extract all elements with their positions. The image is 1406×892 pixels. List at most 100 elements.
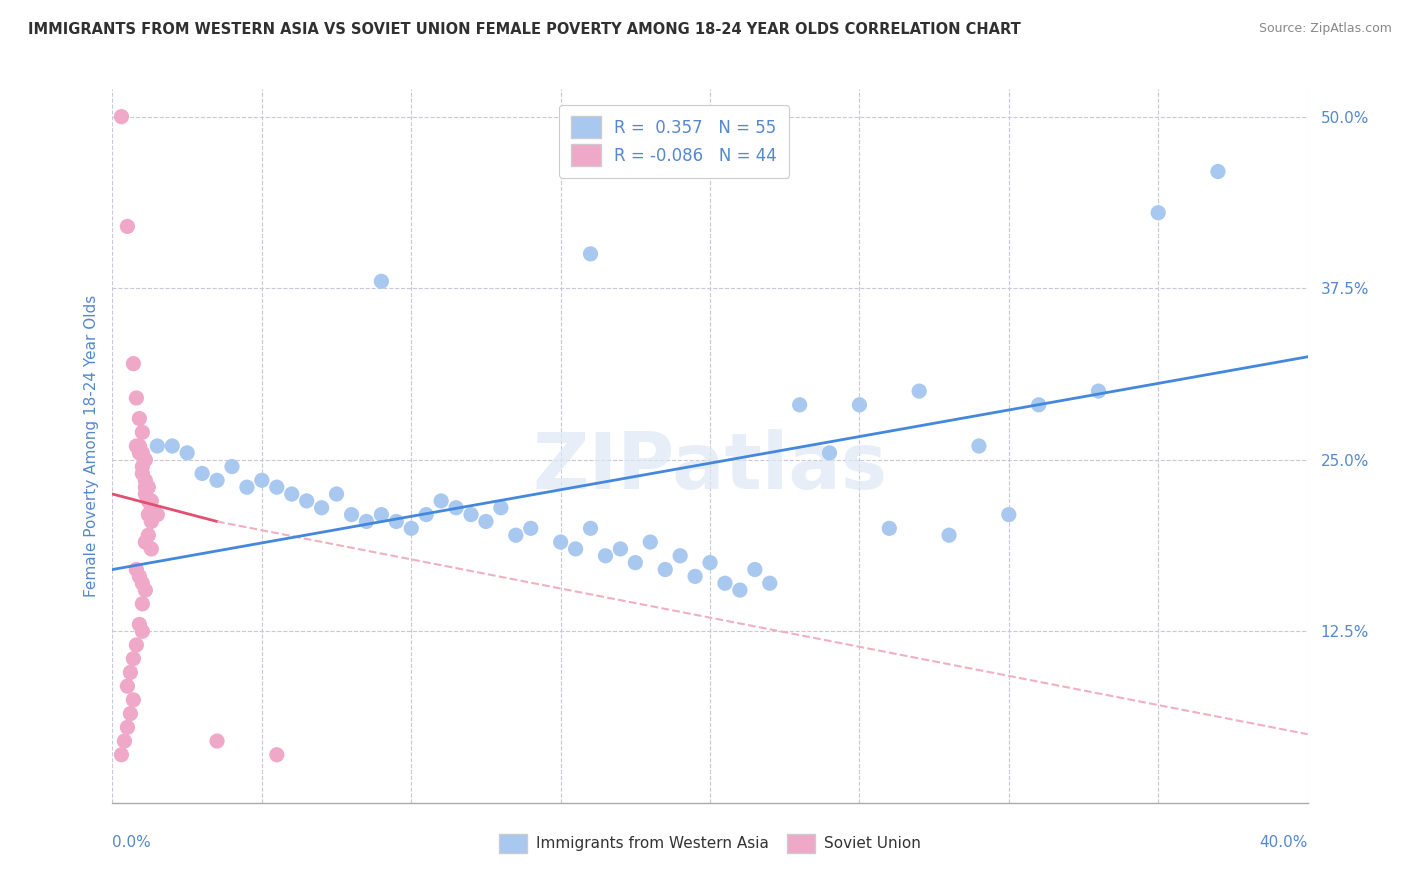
Point xyxy=(138,494,160,508)
Point xyxy=(131,425,153,440)
Point xyxy=(401,521,423,535)
Text: Source: ZipAtlas.com: Source: ZipAtlas.com xyxy=(1258,22,1392,36)
Point xyxy=(654,562,676,576)
Point xyxy=(669,549,692,563)
Text: 40.0%: 40.0% xyxy=(1260,835,1308,850)
Point xyxy=(877,521,900,535)
Point xyxy=(134,487,156,501)
Point xyxy=(134,480,156,494)
Point xyxy=(128,439,150,453)
Point xyxy=(141,500,163,515)
Point xyxy=(221,459,243,474)
Point xyxy=(250,473,273,487)
Point xyxy=(295,494,318,508)
Point xyxy=(848,398,870,412)
Point xyxy=(131,624,153,639)
Point xyxy=(134,535,156,549)
Point xyxy=(967,439,990,453)
Point xyxy=(683,569,706,583)
Point xyxy=(134,452,156,467)
Point xyxy=(595,549,617,563)
Point xyxy=(325,487,347,501)
Point xyxy=(146,439,169,453)
Point xyxy=(131,459,153,474)
Text: IMMIGRANTS FROM WESTERN ASIA VS SOVIET UNION FEMALE POVERTY AMONG 18-24 YEAR OLD: IMMIGRANTS FROM WESTERN ASIA VS SOVIET U… xyxy=(28,22,1021,37)
Point xyxy=(281,487,304,501)
Point xyxy=(128,617,150,632)
Point xyxy=(505,528,527,542)
Point xyxy=(122,693,145,707)
Point xyxy=(128,411,150,425)
Point xyxy=(444,500,467,515)
Point xyxy=(176,446,198,460)
Point xyxy=(131,467,153,481)
Point xyxy=(122,357,145,371)
Y-axis label: Female Poverty Among 18-24 Year Olds: Female Poverty Among 18-24 Year Olds xyxy=(83,295,98,597)
Point xyxy=(120,665,142,680)
Point xyxy=(699,556,721,570)
Point xyxy=(162,439,183,453)
Point xyxy=(908,384,931,398)
Point xyxy=(110,747,132,762)
Point xyxy=(624,556,647,570)
Point xyxy=(1087,384,1109,398)
Point xyxy=(759,576,782,591)
Point xyxy=(205,473,228,487)
Point xyxy=(385,515,408,529)
Point xyxy=(460,508,482,522)
Point xyxy=(638,535,662,549)
Point xyxy=(1028,398,1050,412)
Point xyxy=(744,562,766,576)
Point xyxy=(141,494,163,508)
Point xyxy=(356,515,378,529)
Point xyxy=(311,500,333,515)
Point xyxy=(117,720,139,734)
Point xyxy=(789,398,811,412)
Point xyxy=(125,439,148,453)
Legend: Immigrants from Western Asia, Soviet Union: Immigrants from Western Asia, Soviet Uni… xyxy=(494,828,927,859)
Point xyxy=(110,110,132,124)
Text: 0.0%: 0.0% xyxy=(112,835,152,850)
Point xyxy=(520,521,543,535)
Point xyxy=(122,651,145,665)
Point xyxy=(191,467,214,481)
Text: ZIPatlas: ZIPatlas xyxy=(533,429,887,506)
Point xyxy=(125,391,148,405)
Point xyxy=(340,508,363,522)
Point xyxy=(138,480,160,494)
Point xyxy=(370,508,392,522)
Point xyxy=(128,569,150,583)
Point xyxy=(728,583,751,598)
Point xyxy=(205,734,228,748)
Point xyxy=(550,535,572,549)
Point xyxy=(1206,164,1229,178)
Point xyxy=(714,576,737,591)
Point xyxy=(138,508,160,522)
Point xyxy=(138,528,160,542)
Point xyxy=(489,500,512,515)
Point xyxy=(1147,205,1170,219)
Point xyxy=(236,480,259,494)
Point xyxy=(475,515,498,529)
Point xyxy=(141,515,163,529)
Point xyxy=(125,562,148,576)
Point xyxy=(131,597,153,611)
Point xyxy=(134,473,156,487)
Point xyxy=(266,747,288,762)
Point xyxy=(125,638,148,652)
Point xyxy=(579,521,602,535)
Point xyxy=(579,247,602,261)
Point xyxy=(114,734,135,748)
Point xyxy=(131,576,153,591)
Point xyxy=(998,508,1021,522)
Point xyxy=(120,706,142,721)
Point xyxy=(564,541,586,556)
Point xyxy=(266,480,288,494)
Point xyxy=(146,508,169,522)
Point xyxy=(134,583,156,598)
Point xyxy=(117,219,139,234)
Point xyxy=(128,446,150,460)
Point xyxy=(131,446,153,460)
Point xyxy=(415,508,437,522)
Point xyxy=(818,446,841,460)
